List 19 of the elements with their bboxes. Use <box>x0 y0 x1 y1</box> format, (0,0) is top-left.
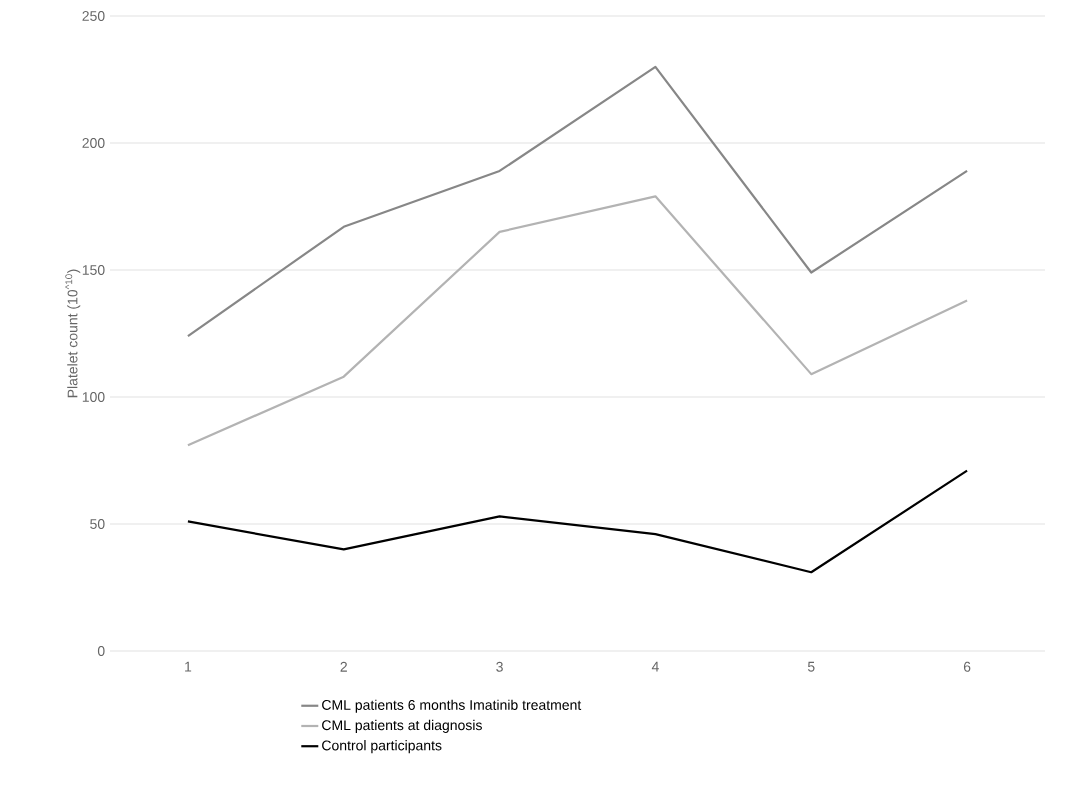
y-tick-label: 100 <box>82 392 105 402</box>
y-tick-label: 200 <box>82 138 105 148</box>
x-tick-label: 2 <box>340 661 347 672</box>
y-tick-label: 50 <box>90 519 105 529</box>
y-axis-title: Platelet count (10$^{^10}$) <box>65 269 81 398</box>
y-tick-label: 250 <box>82 11 105 21</box>
x-tick-label: 4 <box>651 661 659 672</box>
legend-label: CML patients at diagnosis <box>322 719 482 733</box>
line-series <box>186 469 969 574</box>
line-series <box>186 65 969 338</box>
legend-label: Control participants <box>322 740 442 754</box>
x-tick-label: 1 <box>185 661 192 672</box>
x-tick-label: 5 <box>807 661 815 672</box>
x-tick-label: 6 <box>963 661 971 672</box>
legend-label: CML patients 6 months Imatinib treatment <box>322 699 582 713</box>
line-series <box>186 195 969 447</box>
x-tick-label: 3 <box>496 661 503 672</box>
y-tick-label: 0 <box>97 646 105 656</box>
y-tick-label: 150 <box>82 265 105 275</box>
